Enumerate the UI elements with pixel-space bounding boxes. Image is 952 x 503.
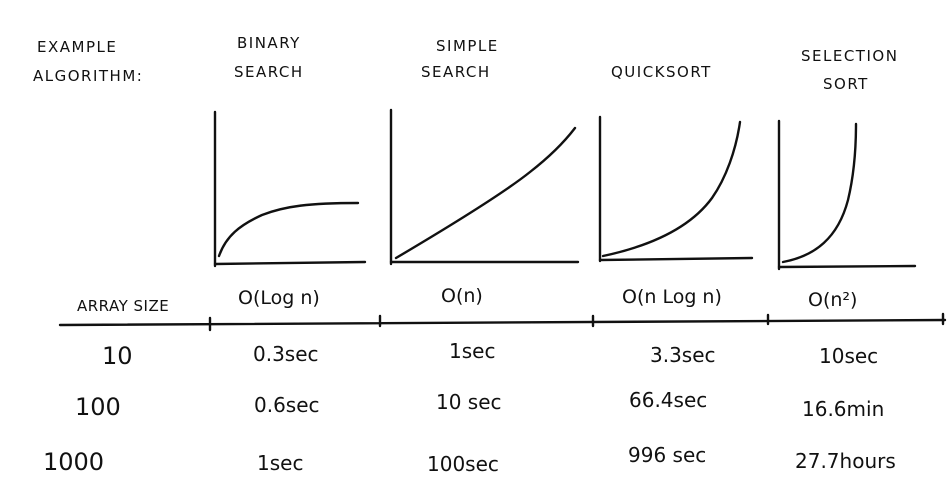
binary-search-curve [217, 201, 360, 258]
selection-sort-x-axis [777, 264, 917, 269]
binary-search-x-axis [213, 260, 367, 266]
quicksort-x-axis [598, 256, 754, 262]
col3-name-line2: QUICKSORT [611, 63, 712, 81]
col1-big-o: O(Log n) [238, 287, 320, 309]
selection-sort-curve [781, 122, 858, 264]
simple-search-curve [394, 126, 577, 260]
col1-name-line2: SEARCH [234, 63, 304, 81]
quicksort-graph [598, 115, 754, 263]
example-label-line1: EXAMPLE [37, 38, 118, 56]
col1-time-row3: 1sec [257, 451, 304, 475]
col4-name-line1: SELECTION [801, 47, 899, 65]
col4-name-line2: SORT [823, 75, 869, 93]
col4-time-row3: 27.7hours [795, 449, 896, 473]
separator-line [58, 318, 947, 327]
array-size-label: ARRAY SIZE [77, 297, 170, 315]
array-size-row1: 10 [102, 342, 133, 370]
col3-time-row1: 3.3sec [650, 343, 716, 367]
quicksort-curve [601, 120, 742, 258]
col2-time-row2: 10 sec [436, 390, 502, 414]
col2-time-row1: 1sec [449, 339, 496, 363]
col3-big-o: O(n Log n) [622, 286, 722, 308]
col1-time-row1: 0.3sec [253, 342, 319, 366]
col2-time-row3: 100sec [427, 452, 499, 476]
simple-search-graph [389, 108, 580, 266]
col3-time-row2: 66.4sec [629, 388, 708, 412]
table-separator [58, 312, 947, 332]
col4-time-row1: 10sec [819, 344, 879, 368]
col1-name-line1: BINARY [237, 34, 301, 52]
example-label-line2: ALGORITHM: [33, 67, 144, 85]
array-size-row2: 100 [75, 393, 121, 421]
col3-time-row3: 996 sec [628, 443, 707, 467]
array-size-row3: 1000 [43, 448, 105, 476]
col2-name-line1: SIMPLE [436, 37, 499, 55]
col1-time-row2: 0.6sec [254, 393, 320, 417]
col2-big-o: O(n) [441, 285, 483, 307]
binary-search-graph [213, 110, 367, 268]
selection-sort-graph [777, 119, 917, 271]
col4-time-row2: 16.6min [802, 397, 885, 421]
col4-big-o: O(n²) [808, 289, 858, 311]
col2-name-line2: SEARCH [421, 63, 491, 81]
